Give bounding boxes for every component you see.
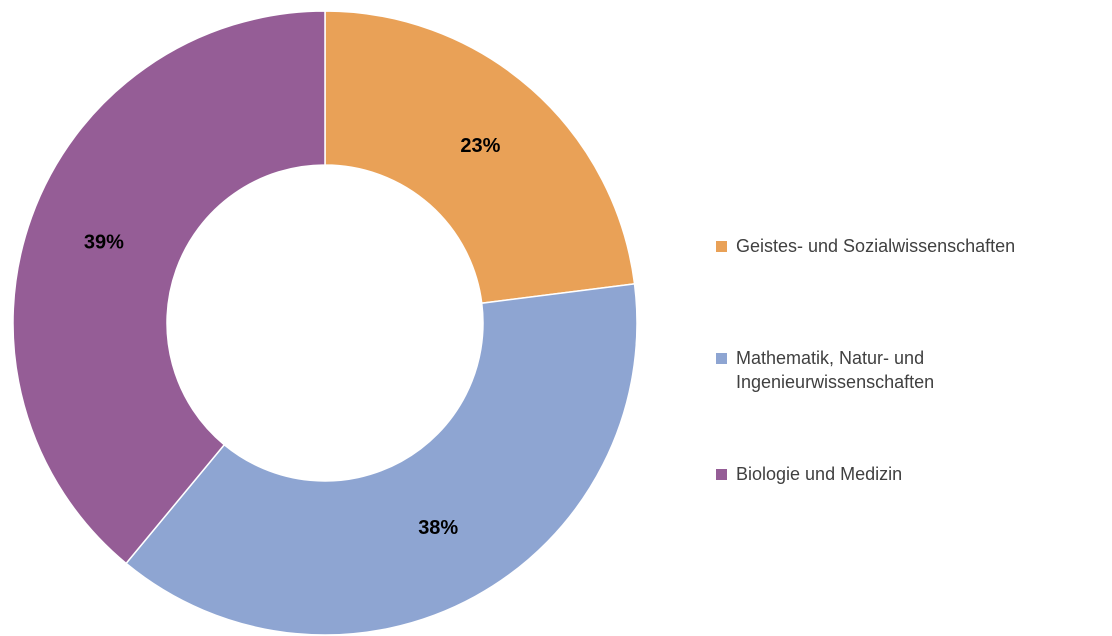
legend-item: Mathematik, Natur- und Ingenieurwissensc… [716,346,1026,394]
donut-segment [324,10,636,305]
donut-segment [125,283,638,636]
legend-swatch [716,353,727,364]
legend-swatch [716,469,727,480]
legend-label: Mathematik, Natur- und Ingenieurwissensc… [736,348,935,392]
donut-segment [12,10,326,565]
legend-swatch [716,241,727,252]
legend-item: Geistes- und Sozialwissenschaften [716,234,1026,258]
donut: 23% 38% 39% [12,10,638,636]
value-label: 39% [84,232,124,254]
value-label: 23% [460,135,500,157]
legend-label: Geistes- und Sozialwissenschaften [736,236,1016,256]
legend-label: Biologie und Medizin [736,464,903,484]
value-label: 38% [418,517,458,539]
legend-item: Biologie und Medizin [716,462,1026,486]
